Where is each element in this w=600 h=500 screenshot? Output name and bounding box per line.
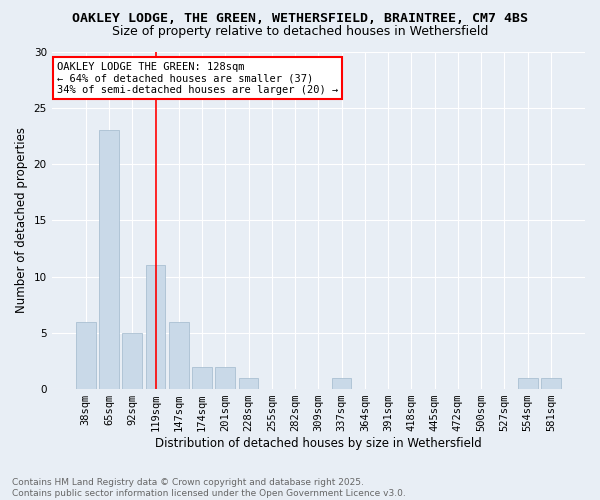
Bar — [541, 378, 561, 389]
Text: OAKLEY LODGE, THE GREEN, WETHERSFIELD, BRAINTREE, CM7 4BS: OAKLEY LODGE, THE GREEN, WETHERSFIELD, B… — [72, 12, 528, 26]
Y-axis label: Number of detached properties: Number of detached properties — [15, 128, 28, 314]
Bar — [192, 366, 212, 389]
Text: OAKLEY LODGE THE GREEN: 128sqm
← 64% of detached houses are smaller (37)
34% of : OAKLEY LODGE THE GREEN: 128sqm ← 64% of … — [57, 62, 338, 95]
X-axis label: Distribution of detached houses by size in Wethersfield: Distribution of detached houses by size … — [155, 437, 482, 450]
Bar — [76, 322, 95, 389]
Bar — [332, 378, 352, 389]
Bar — [518, 378, 538, 389]
Bar — [99, 130, 119, 389]
Bar — [239, 378, 259, 389]
Text: Contains HM Land Registry data © Crown copyright and database right 2025.
Contai: Contains HM Land Registry data © Crown c… — [12, 478, 406, 498]
Bar — [146, 266, 166, 389]
Bar — [215, 366, 235, 389]
Bar — [169, 322, 188, 389]
Text: Size of property relative to detached houses in Wethersfield: Size of property relative to detached ho… — [112, 25, 488, 38]
Bar — [122, 333, 142, 389]
